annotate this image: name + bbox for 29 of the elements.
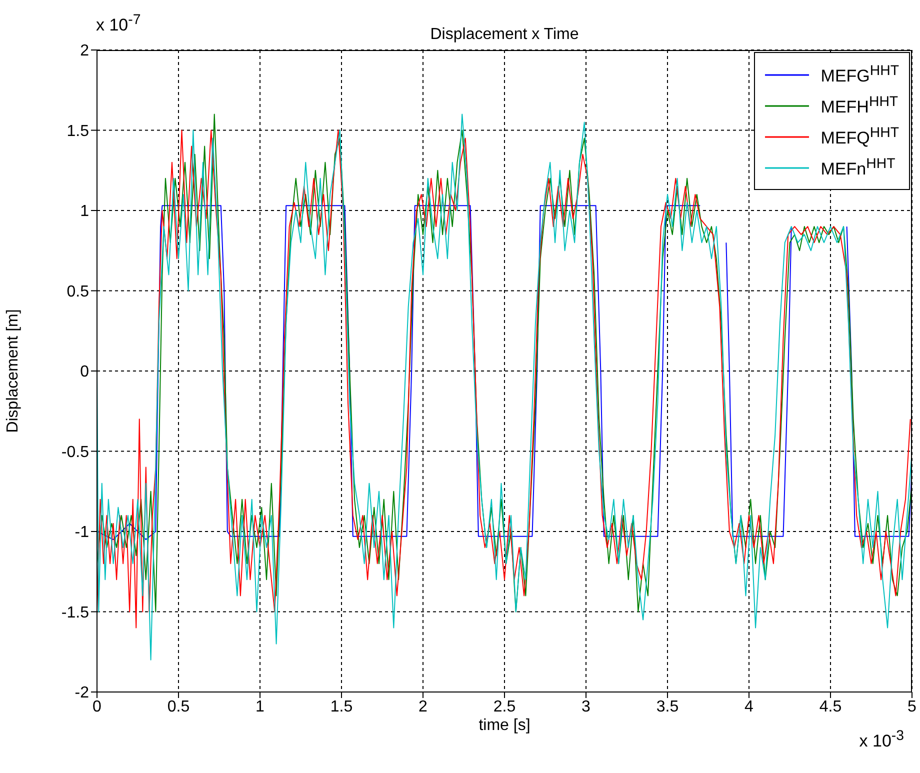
legend-label: MEFG$^{HHT}$ [820, 62, 899, 86]
y-tick-label: 2 [80, 42, 90, 60]
y-tick-label: 1.5 [66, 122, 90, 140]
text: x 10$^{-7}$ [96, 12, 141, 36]
x-tick-label: 3.5 [656, 698, 679, 716]
y-tick-label: 1 [80, 203, 90, 220]
x-tick-label: 4.5 [819, 698, 842, 716]
legend-label: MEFn$^{HHT}$ [820, 156, 896, 180]
x-tick-label: 0.5 [167, 698, 190, 716]
y-tick-label: -1.5 [61, 604, 90, 622]
y-tick-label: -1 [74, 524, 90, 542]
x-tick-label: 3 [582, 698, 591, 716]
y-axis-title: Displacement [m] [4, 309, 22, 433]
x-tick-label: 0 [92, 698, 102, 716]
x-tick-label: 2.5 [493, 698, 516, 716]
y-tick-label: 0.5 [66, 283, 90, 300]
x-tick-label: 1.5 [330, 698, 353, 716]
x-tick-label: 1 [256, 698, 265, 716]
x-tick-label: 4 [744, 698, 754, 716]
y-tick-label: -2 [74, 684, 90, 702]
legend-label: MEFQ$^{HHT}$ [820, 124, 899, 148]
text: x 10$^{-3}$ [859, 728, 904, 752]
x-tick-label: 2 [418, 698, 428, 716]
x-tick-label: 5 [908, 698, 917, 716]
y-tick-label: 0 [80, 364, 90, 381]
x-axis-title: time [s] [478, 717, 530, 734]
y-tick-label: -0.5 [61, 444, 90, 461]
chart-title: Displacement x Time [430, 26, 579, 43]
legend-label: MEFH$^{HHT}$ [820, 94, 898, 118]
